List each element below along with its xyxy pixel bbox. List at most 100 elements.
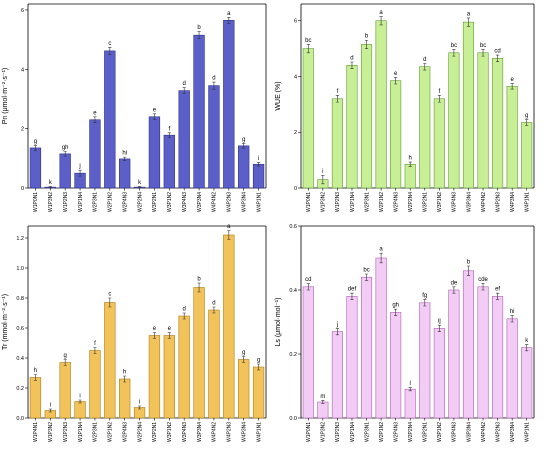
significance-letter: j bbox=[78, 164, 80, 170]
significance-letter: e bbox=[153, 326, 157, 332]
bar bbox=[492, 296, 504, 419]
x-tick-label: W2P2N4 bbox=[137, 192, 143, 212]
bar bbox=[448, 52, 460, 189]
error-bar bbox=[63, 359, 67, 366]
x-tick-label: W3P2N1 bbox=[423, 422, 429, 442]
error-bar bbox=[481, 49, 485, 57]
x-tick-label: W4P3N4 bbox=[510, 422, 516, 442]
significance-letter: b bbox=[197, 277, 201, 283]
error-bar bbox=[510, 315, 514, 323]
bar bbox=[119, 378, 131, 419]
y-axis-label: Ls (μmol·mol⁻¹) bbox=[275, 298, 282, 347]
significance-letter: i bbox=[258, 156, 259, 162]
bar bbox=[238, 145, 250, 189]
significance-letter: b bbox=[197, 25, 201, 31]
significance-letter: bc bbox=[451, 43, 457, 49]
error-bar bbox=[394, 308, 398, 316]
significance-letter: def bbox=[348, 287, 357, 293]
x-tick-label: W3P4N3 bbox=[452, 192, 458, 212]
y-tick-label: 0 bbox=[294, 186, 297, 192]
error-bar bbox=[137, 186, 142, 189]
error-bar bbox=[33, 145, 38, 151]
bar bbox=[29, 377, 42, 419]
bar bbox=[148, 116, 161, 189]
error-bar bbox=[137, 405, 142, 410]
significance-letter: cd bbox=[494, 49, 500, 55]
error-bar bbox=[242, 143, 246, 149]
significance-letter: c bbox=[108, 41, 111, 47]
x-tick-label: W1P1N4 bbox=[350, 192, 356, 212]
bar bbox=[163, 335, 175, 419]
error-bar bbox=[525, 344, 529, 352]
x-tick-label: W3P2N1 bbox=[152, 422, 158, 442]
x-tick-label: W1P3N2 bbox=[321, 422, 327, 442]
error-bar bbox=[152, 113, 157, 121]
significance-letter: b bbox=[467, 260, 471, 266]
x-tick-label: W1P3N2 bbox=[48, 192, 54, 212]
significance-letter: d bbox=[350, 55, 353, 61]
significance-letter: c bbox=[108, 292, 111, 298]
bar bbox=[433, 98, 445, 189]
y-axis-label: Tr (mmol·m⁻²·s⁻¹) bbox=[2, 294, 9, 350]
x-tick-label: W4P2N3 bbox=[495, 192, 501, 212]
bar bbox=[223, 234, 235, 419]
error-bar bbox=[306, 283, 310, 291]
x-tick-label: W4P3N4 bbox=[510, 192, 516, 212]
chart-panel-bottom-left: 0.0 0.2 0.4 0.6 0.8 1.0 1.2 Tr (mmol·m⁻²·s⁻¹) h W… bbox=[2, 224, 267, 442]
bar bbox=[178, 90, 190, 189]
x-tick-label: W3P3N4 bbox=[197, 192, 203, 212]
x-tick-label: W2P1N2 bbox=[379, 422, 385, 442]
bar bbox=[148, 335, 161, 419]
significance-letter: d bbox=[183, 307, 186, 313]
error-bar bbox=[108, 297, 112, 308]
x-tick-label: W1P2N3 bbox=[63, 192, 69, 212]
significance-letter: gh bbox=[62, 145, 69, 151]
y-tick-label: 6 bbox=[21, 8, 24, 14]
bar bbox=[521, 347, 533, 419]
error-bar bbox=[495, 292, 500, 300]
significance-letter: d bbox=[183, 81, 186, 87]
x-tick-label: W2P4N3 bbox=[122, 422, 128, 442]
bar bbox=[29, 147, 42, 189]
error-bar bbox=[525, 119, 529, 126]
x-tick-label: W3P4N3 bbox=[182, 192, 188, 212]
x-tick-label: W1P1N4 bbox=[350, 422, 356, 442]
x-tick-label: W3P1N2 bbox=[437, 192, 443, 212]
bar bbox=[360, 44, 373, 189]
bar bbox=[477, 286, 489, 419]
bar bbox=[331, 331, 343, 419]
x-tick-label: W2P1N2 bbox=[108, 192, 114, 212]
bar bbox=[193, 34, 205, 189]
x-tick-label: W3P4N3 bbox=[452, 422, 458, 442]
bar bbox=[419, 302, 431, 419]
error-bar bbox=[108, 47, 112, 55]
significance-letter: hi bbox=[122, 151, 127, 157]
significance-letter: f bbox=[168, 126, 170, 132]
x-tick-label: W1P0N1 bbox=[33, 192, 39, 212]
error-bar bbox=[123, 156, 127, 161]
significance-letter: g bbox=[242, 137, 245, 143]
x-tick-label: W4P4N2 bbox=[481, 192, 487, 212]
bar bbox=[89, 350, 101, 419]
significance-letter: g bbox=[34, 139, 37, 145]
y-axis-label: Pn (μmol·m⁻²·s⁻¹) bbox=[2, 68, 9, 125]
bar bbox=[492, 58, 504, 189]
significance-letter: f bbox=[337, 89, 339, 95]
x-tick-label: W1P1N4 bbox=[78, 192, 84, 212]
error-bar bbox=[63, 151, 67, 157]
error-bar bbox=[48, 408, 52, 413]
error-bar bbox=[182, 87, 186, 94]
bar bbox=[223, 20, 235, 189]
significance-letter: h bbox=[123, 370, 126, 376]
significance-letter: a bbox=[379, 10, 383, 16]
x-tick-label: W2P3N1 bbox=[364, 422, 370, 442]
bar bbox=[433, 328, 445, 419]
x-tick-label: W4P4N2 bbox=[212, 192, 218, 212]
significance-letter: ef bbox=[495, 287, 500, 293]
significance-letter: e bbox=[510, 77, 514, 83]
significance-letter: k bbox=[49, 180, 53, 186]
bar bbox=[59, 153, 71, 189]
x-tick-label: W3P1N2 bbox=[437, 422, 443, 442]
bar bbox=[317, 401, 329, 419]
error-bar bbox=[481, 283, 485, 291]
